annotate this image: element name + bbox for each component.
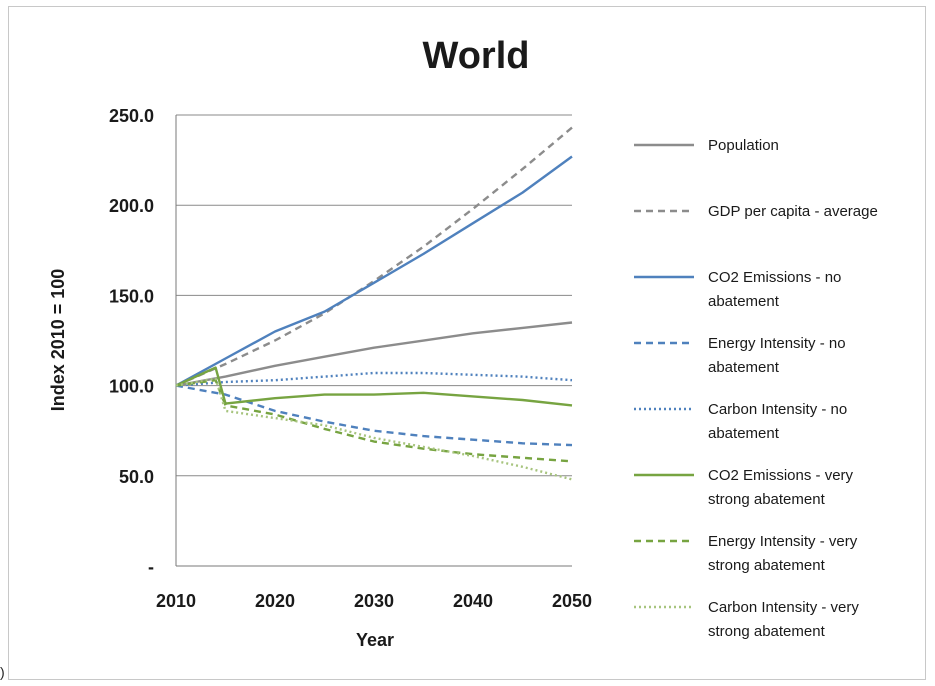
series-line-population (175, 321, 573, 387)
series-lines (175, 126, 573, 481)
legend-label: GDP per capita - average (708, 203, 878, 220)
legend-label: Carbon Intensity - very (708, 599, 859, 616)
series-line-energy-intensity-very-strong-abatement (175, 379, 573, 463)
legend-label: strong abatement (708, 557, 826, 574)
x-tick-label: 2020 (255, 591, 295, 611)
legend-label: Energy Intensity - no (708, 335, 846, 352)
x-tick-label: 2040 (453, 591, 493, 611)
legend-label: abatement (708, 293, 780, 310)
y-tick-label: 200.0 (109, 196, 154, 216)
legend: Population GDP per capita - average CO2 Em… (634, 137, 878, 640)
legend-label: CO2 Emissions - no (708, 269, 841, 286)
legend-label: strong abatement (708, 623, 826, 640)
legend-label: abatement (708, 425, 780, 442)
legend-label: Energy Intensity - very (708, 533, 858, 550)
y-tick-label: 50.0 (119, 467, 154, 487)
legend-label: strong abatement (708, 491, 826, 508)
y-tick-label: 150.0 (109, 286, 154, 306)
series-line-co2-emissions-very-strong-abatement (175, 366, 573, 407)
corner-mark: ) (0, 664, 5, 680)
x-tick-label: 2050 (552, 591, 592, 611)
chart-frame (8, 6, 926, 680)
legend-label: CO2 Emissions - very (708, 467, 854, 484)
x-axis-label: Year (356, 630, 394, 650)
legend-label: abatement (708, 359, 780, 376)
axes (175, 115, 572, 567)
x-tick-label: 2010 (156, 591, 196, 611)
y-tick-label: 100.0 (109, 377, 154, 397)
x-tick-labels: 2010 2020 2030 2040 2050 (156, 591, 592, 611)
chart-title: World (423, 35, 530, 77)
y-tick-label: 250.0 (109, 106, 154, 126)
series-line-carbon-intensity-very-strong-abatement (175, 377, 573, 481)
y-tick-labels: - 50.0 100.0 150.0 200.0 250.0 (109, 106, 154, 577)
y-tick-label: - (148, 557, 154, 577)
legend-label: Carbon Intensity - no (708, 401, 847, 418)
series-line-co2-emissions-no-abatement (175, 155, 573, 387)
y-axis-label: Index 2010 = 100 (48, 269, 68, 412)
series-line-carbon-intensity-no-abatement (175, 371, 573, 387)
gridlines (176, 114, 572, 477)
series-line-gdp-per-capita-average (175, 126, 573, 387)
legend-label: Population (708, 137, 779, 154)
x-tick-label: 2030 (354, 591, 394, 611)
